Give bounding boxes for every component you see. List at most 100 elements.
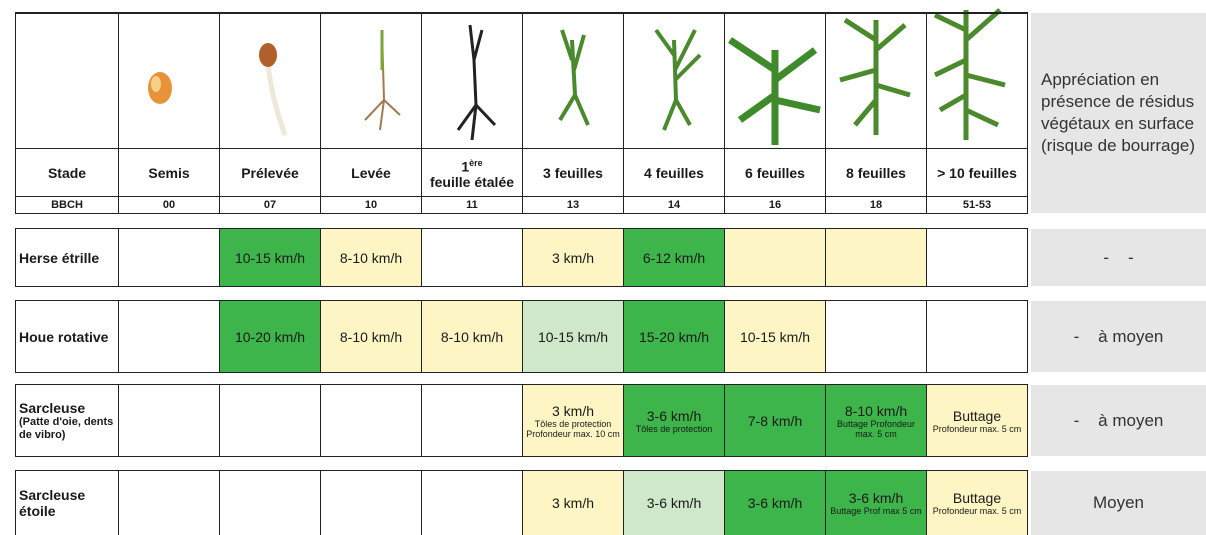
speed-note: Buttage Profondeur max. 5 cm [826, 419, 926, 439]
tool-cell: Sarcleuse(Patte d'oie, dents de vibro) [15, 384, 119, 457]
speed-text: 15-20 km/h [639, 329, 709, 345]
stage-cell: 4 feuilles [623, 148, 725, 197]
speed-cell: 3-6 km/hTôles de protection [623, 384, 725, 457]
speed-cell: 10-15 km/h [522, 300, 624, 373]
speed-text: 10-20 km/h [235, 329, 305, 345]
speed-cell: 8-10 km/hButtage Profondeur max. 5 cm [825, 384, 927, 457]
speed-cell [118, 384, 220, 457]
speed-cell [320, 470, 422, 535]
tool-name: Houe rotative [19, 329, 108, 345]
stage-label: > 10 feuilles [937, 165, 1017, 181]
speed-cell [219, 384, 321, 457]
speed-cell [926, 300, 1028, 373]
speed-text: 7-8 km/h [748, 413, 802, 429]
bbch-value: 00 [163, 199, 175, 211]
appreciation-value: Moyen [1093, 493, 1144, 513]
image-cell [926, 12, 1028, 149]
stage-cell: Prélevée [219, 148, 321, 197]
image-cell [825, 12, 927, 149]
speed-cell [320, 384, 422, 457]
speed-cell: 6-12 km/h [623, 228, 725, 287]
bbch-cell: 00 [118, 196, 220, 214]
appreciation-cell: Moyen [1030, 470, 1206, 535]
stage-cell: > 10 feuilles [926, 148, 1028, 197]
speed-note: Buttage Prof max 5 cm [830, 506, 922, 516]
image-cell [15, 12, 119, 149]
appreciation-cell: - à moyen [1030, 384, 1206, 457]
bbch-cell: 07 [219, 196, 321, 214]
speed-cell: 3 km/hTôles de protection Profondeur max… [522, 384, 624, 457]
bbch-value: 51-53 [963, 199, 991, 211]
speed-text: 10-15 km/h [538, 329, 608, 345]
tool-cell: Houe rotative [15, 300, 119, 373]
stage-cell: 6 feuilles [724, 148, 826, 197]
speed-text: 6-12 km/h [643, 250, 705, 266]
speed-text: Buttage [953, 490, 1001, 506]
speed-text: 10-15 km/h [740, 329, 810, 345]
appreciation-header: Appréciation en présence de résidus végé… [1030, 12, 1206, 214]
bbch-value: 10 [365, 199, 377, 211]
stage-sup: ère [469, 158, 483, 168]
stade-label-cell: Stade [15, 148, 119, 197]
bbch-cell: 16 [724, 196, 826, 214]
speed-cell [825, 300, 927, 373]
stage-cell: 3 feuilles [522, 148, 624, 197]
bbch-cell: 14 [623, 196, 725, 214]
stage-label: Levée [351, 165, 391, 181]
image-cell [421, 12, 523, 149]
speed-text: 8-10 km/h [441, 329, 503, 345]
speed-cell: 3 km/h [522, 228, 624, 287]
speed-cell [219, 470, 321, 535]
speed-text: Buttage [953, 408, 1001, 424]
speed-cell: 15-20 km/h [623, 300, 725, 373]
stade-label: Stade [48, 165, 86, 181]
stage-cell: Semis [118, 148, 220, 197]
stage-label: Semis [148, 165, 189, 181]
tool-cell: Herse étrille [15, 228, 119, 287]
image-cell [320, 12, 422, 149]
stage-label: Prélevée [241, 165, 299, 181]
speed-cell: 3-6 km/h [623, 470, 725, 535]
speed-cell: 8-10 km/h [320, 228, 422, 287]
image-cell [724, 12, 826, 149]
speed-text: 3 km/h [552, 495, 594, 511]
appreciation-title: Appréciation en présence de résidus végé… [1041, 69, 1196, 157]
bbch-cell: 13 [522, 196, 624, 214]
bbch-value: 11 [466, 199, 478, 211]
stage-cell: 8 feuilles [825, 148, 927, 197]
speed-cell: 8-10 km/h [320, 300, 422, 373]
image-cell [623, 12, 725, 149]
image-cell [118, 12, 220, 149]
speed-cell: 8-10 km/h [421, 300, 523, 373]
speed-cell [118, 228, 220, 287]
bbch-value: 07 [264, 199, 276, 211]
bbch-label-cell: BBCH [15, 196, 119, 214]
speed-text: 3-6 km/h [748, 495, 802, 511]
stage-label: 3 feuilles [543, 165, 603, 181]
speed-text: 10-15 km/h [235, 250, 305, 266]
speed-cell: 3-6 km/h [724, 470, 826, 535]
tool-name: Sarcleuse [19, 400, 85, 416]
speed-cell [724, 228, 826, 287]
tool-detail: (Patte d'oie, dents de vibro) [19, 416, 118, 442]
appreciation-value: - - [1103, 248, 1133, 268]
tool-name: Sarcleuse étoile [19, 487, 118, 519]
bbch-cell: 18 [825, 196, 927, 214]
stage-label: 4 feuilles [644, 165, 704, 181]
speed-cell [825, 228, 927, 287]
speed-cell: 10-15 km/h [219, 228, 321, 287]
speed-note: Tôles de protection Profondeur max. 10 c… [523, 419, 623, 439]
bbch-value: 14 [668, 199, 680, 211]
speed-cell [421, 228, 523, 287]
speed-cell: 3 km/h [522, 470, 624, 535]
stage-cell: 1èrefeuille étalée [421, 148, 523, 197]
speed-text: 8-10 km/h [340, 329, 402, 345]
image-cell [219, 12, 321, 149]
speed-text: 8-10 km/h [340, 250, 402, 266]
tool-cell: Sarcleuse étoile [15, 470, 119, 535]
stage-prefix: 1 [461, 158, 469, 174]
stage-cell: Levée [320, 148, 422, 197]
speed-cell [421, 470, 523, 535]
